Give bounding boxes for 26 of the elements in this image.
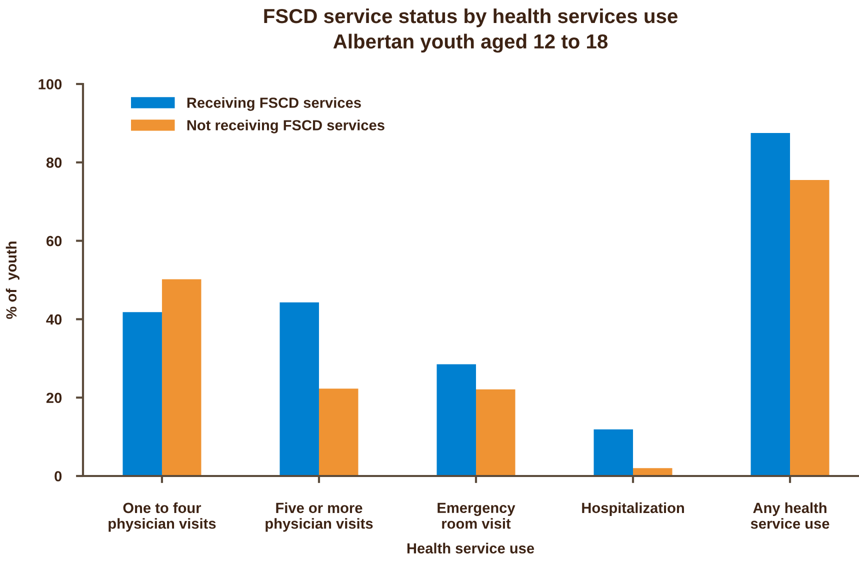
bar: [318, 388, 358, 476]
legend-label: Not receiving FSCD services: [187, 120, 384, 134]
legend-label: Receiving FSCD services: [187, 97, 361, 111]
y-tick-label: 100: [38, 79, 62, 90]
bar: [790, 180, 830, 476]
bar: [594, 429, 634, 476]
y-axis-title: % of youth: [6, 242, 20, 319]
y-tick-label: 0: [54, 471, 62, 482]
y-tick-label: 40: [46, 314, 62, 325]
x-tick-label: Hospitalization: [582, 502, 684, 516]
bar: [750, 133, 790, 476]
bar: [633, 468, 672, 476]
x-tick-label: Emergency room visit: [438, 502, 516, 529]
bar: [280, 302, 319, 476]
bar: [162, 279, 202, 476]
x-tick-label: Any health service use: [750, 502, 830, 529]
bar: [436, 364, 476, 476]
x-tick-label: One to four physician visits: [108, 502, 216, 532]
x-axis-title: Health service use: [407, 542, 534, 554]
y-tick-label: 20: [46, 392, 62, 404]
x-tick-label: Five or more physician visits: [266, 502, 373, 532]
y-tick-label: 60: [46, 236, 62, 246]
bar: [122, 312, 162, 476]
chart-title: FSCD service status by health services use Albertan youth aged 12 to 18: [264, 8, 678, 53]
bar: [476, 389, 516, 476]
y-tick-label: 80: [46, 158, 62, 168]
